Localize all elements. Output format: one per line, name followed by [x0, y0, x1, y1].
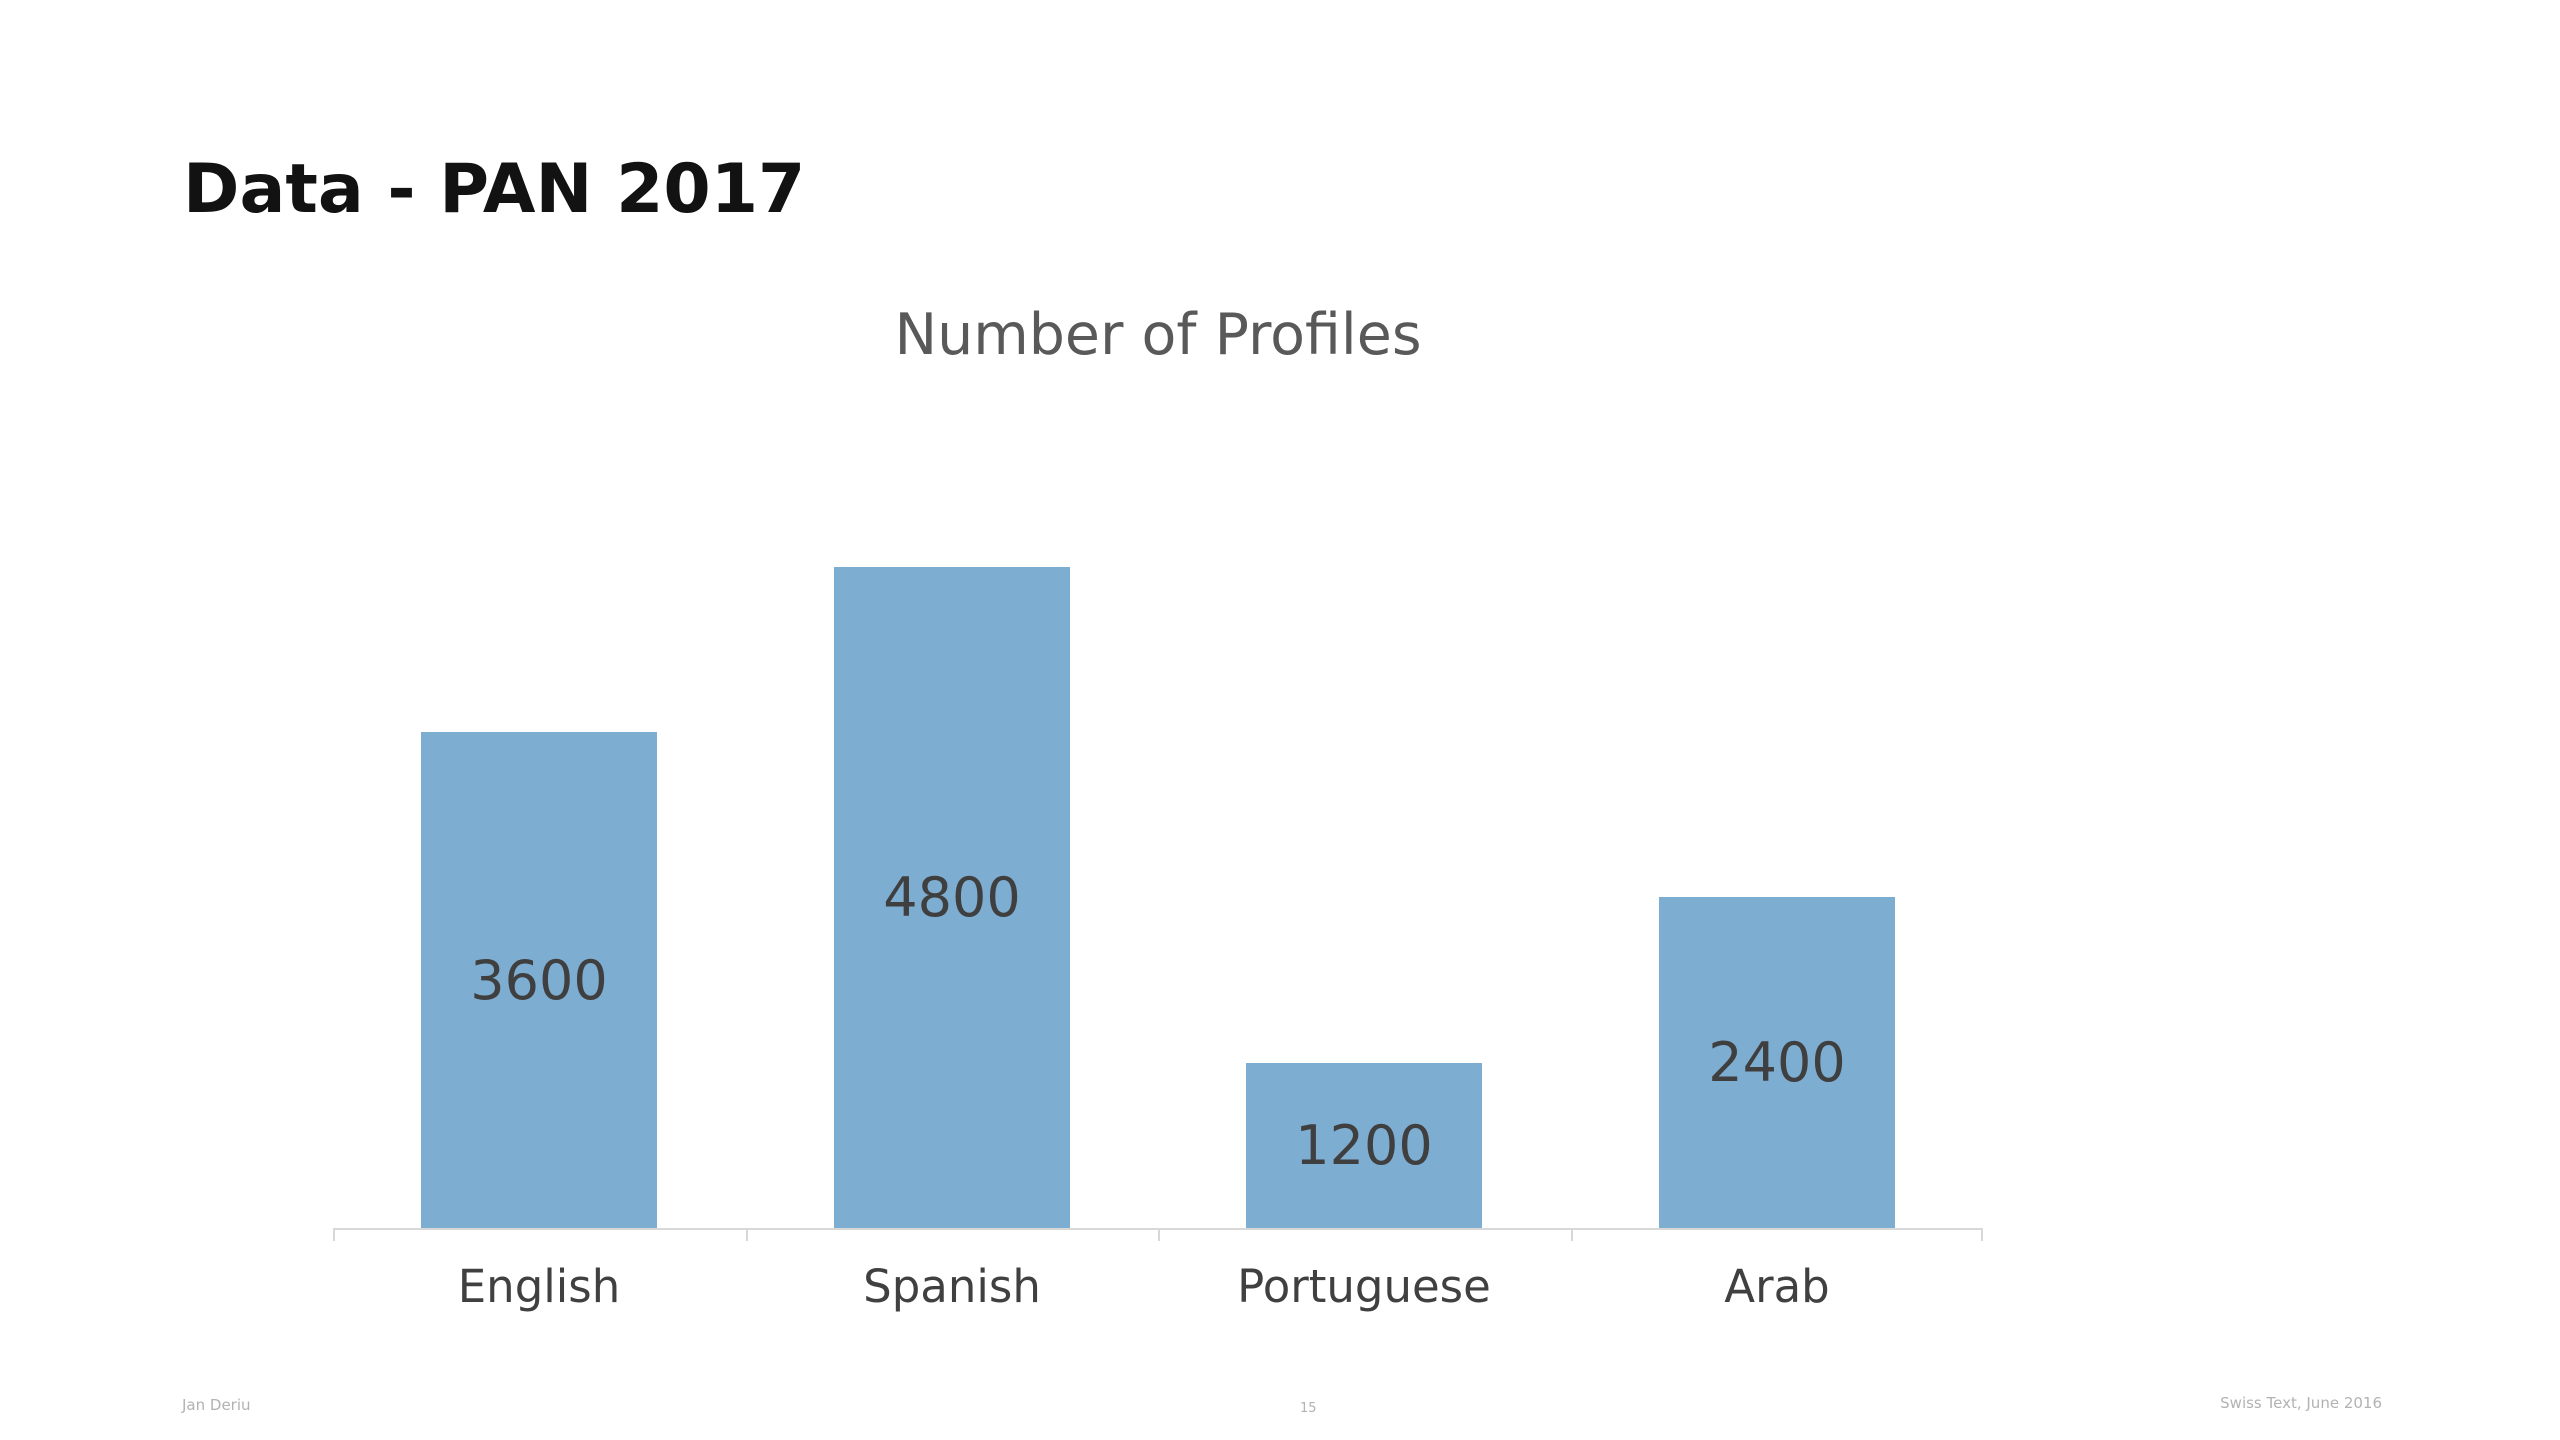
slide-title: Data - PAN 2017 — [183, 150, 806, 229]
category-label-spanish: Spanish — [863, 1260, 1041, 1313]
x-axis-tick — [333, 1228, 335, 1241]
bar-portuguese: 1200 — [1246, 1063, 1482, 1228]
bar-chart-plot-area: 3600 English 4800 Spanish 1200 Portuguese 2400… — [333, 430, 1983, 1313]
bar-arab: 2400 — [1659, 897, 1895, 1228]
footer-event: Swiss Text, June 2016 — [2220, 1394, 2382, 1412]
footer-author: Jan Deriu — [182, 1396, 251, 1414]
bar-english: 3600 — [421, 732, 657, 1228]
bar-value-label: 4800 — [883, 866, 1021, 929]
bar-spanish: 4800 — [834, 567, 1070, 1228]
category-label-portuguese: Portuguese — [1237, 1260, 1491, 1313]
category-label-arab: Arab — [1724, 1260, 1830, 1313]
category-label-english: English — [457, 1260, 621, 1313]
x-axis-tick — [1981, 1228, 1983, 1241]
bar-value-label: 2400 — [1708, 1031, 1846, 1094]
x-axis-tick — [746, 1228, 748, 1241]
bar-value-label: 1200 — [1295, 1114, 1433, 1177]
bar-value-label: 3600 — [470, 948, 608, 1012]
x-axis-tick — [1158, 1228, 1160, 1241]
chart-title: Number of Profiles — [894, 302, 1422, 368]
footer-page-number: 15 — [1300, 1401, 1317, 1416]
x-axis-tick — [1571, 1228, 1573, 1241]
